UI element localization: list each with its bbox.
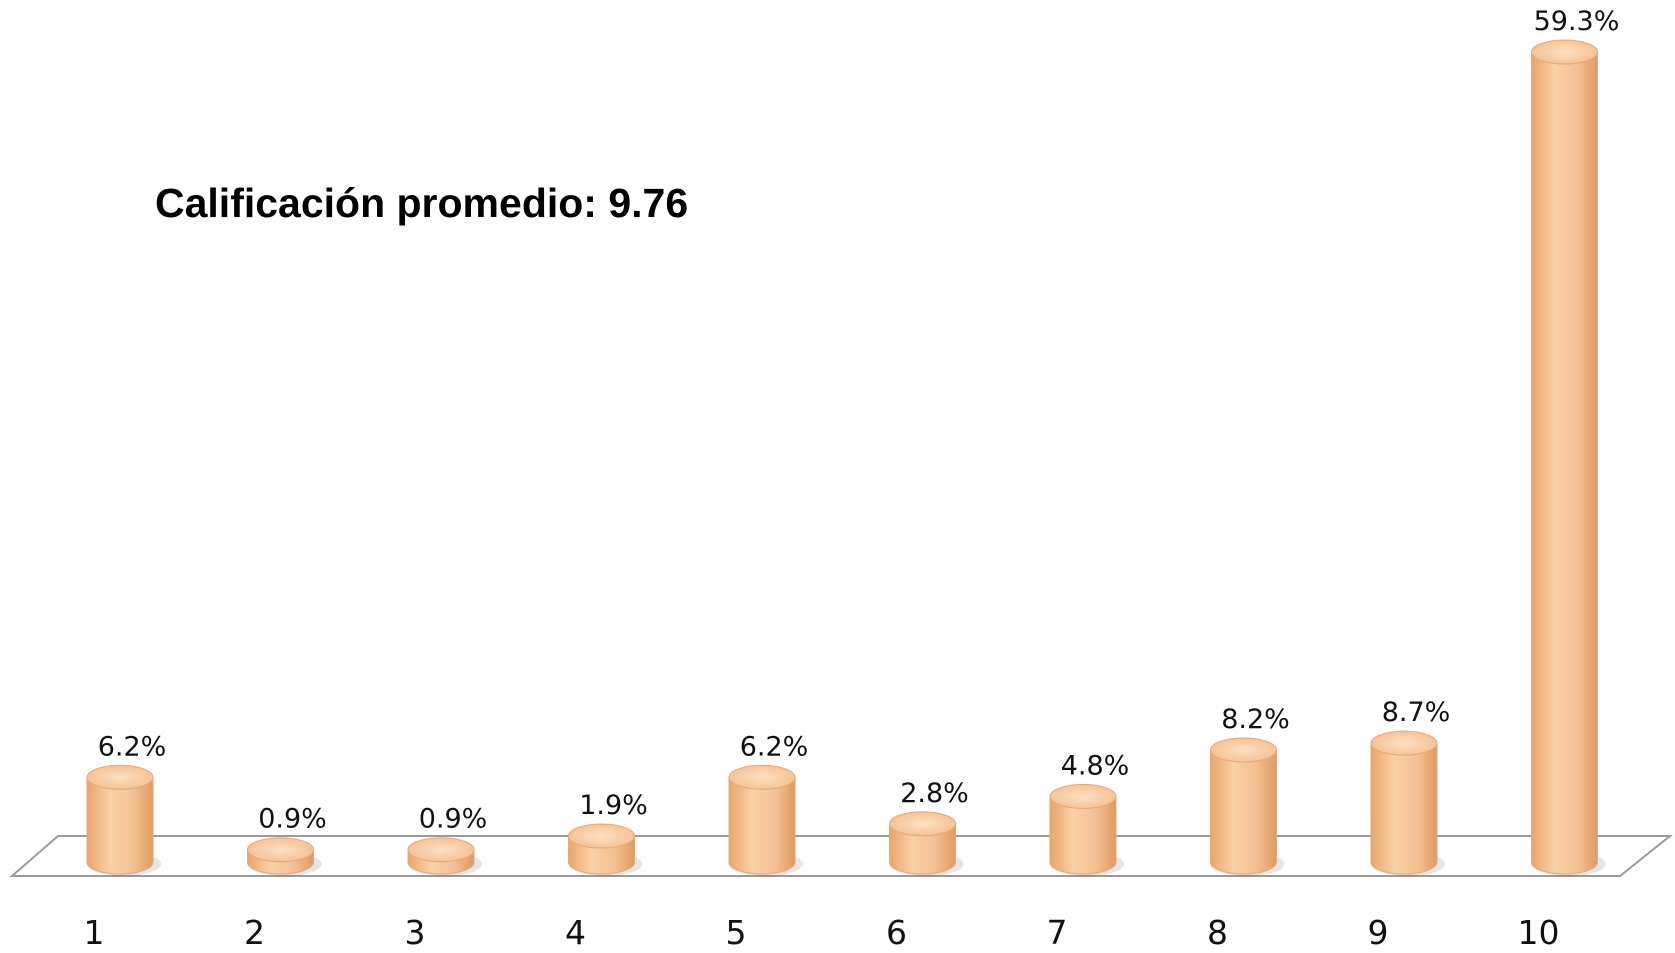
data-label: 0.9% [419,804,488,835]
x-tick-label: 9 [1368,913,1389,952]
bar [1049,783,1124,876]
bar [1210,737,1285,876]
x-tick-label: 7 [1047,913,1068,952]
chart-annotation: Calificación promedio: 9.76 [155,180,689,226]
data-label: 2.8% [900,778,969,809]
data-label: 1.9% [579,790,648,821]
x-tick-label: 4 [565,913,586,952]
x-tick-label: 8 [1207,913,1228,952]
data-label: 8.2% [1221,704,1290,735]
x-tick-label: 3 [405,913,426,952]
data-label: 8.7% [1382,697,1451,728]
x-tick-label: 6 [886,913,907,952]
data-label: 59.3% [1534,6,1620,37]
data-label: 0.9% [258,804,327,835]
x-tick-label: 1 [84,913,105,952]
bar [568,823,643,876]
bar [728,764,803,876]
data-label: 6.2% [740,731,809,762]
data-label: 4.8% [1061,750,1130,781]
bar [889,811,964,876]
bar [86,764,161,876]
bar [1531,39,1606,876]
bar [1370,730,1445,876]
x-tick-label: 5 [726,913,747,952]
bar [247,837,322,876]
bar [407,837,482,876]
x-tick-label: 2 [244,913,265,952]
data-label: 6.2% [98,731,167,762]
x-tick-label: 10 [1518,913,1560,952]
